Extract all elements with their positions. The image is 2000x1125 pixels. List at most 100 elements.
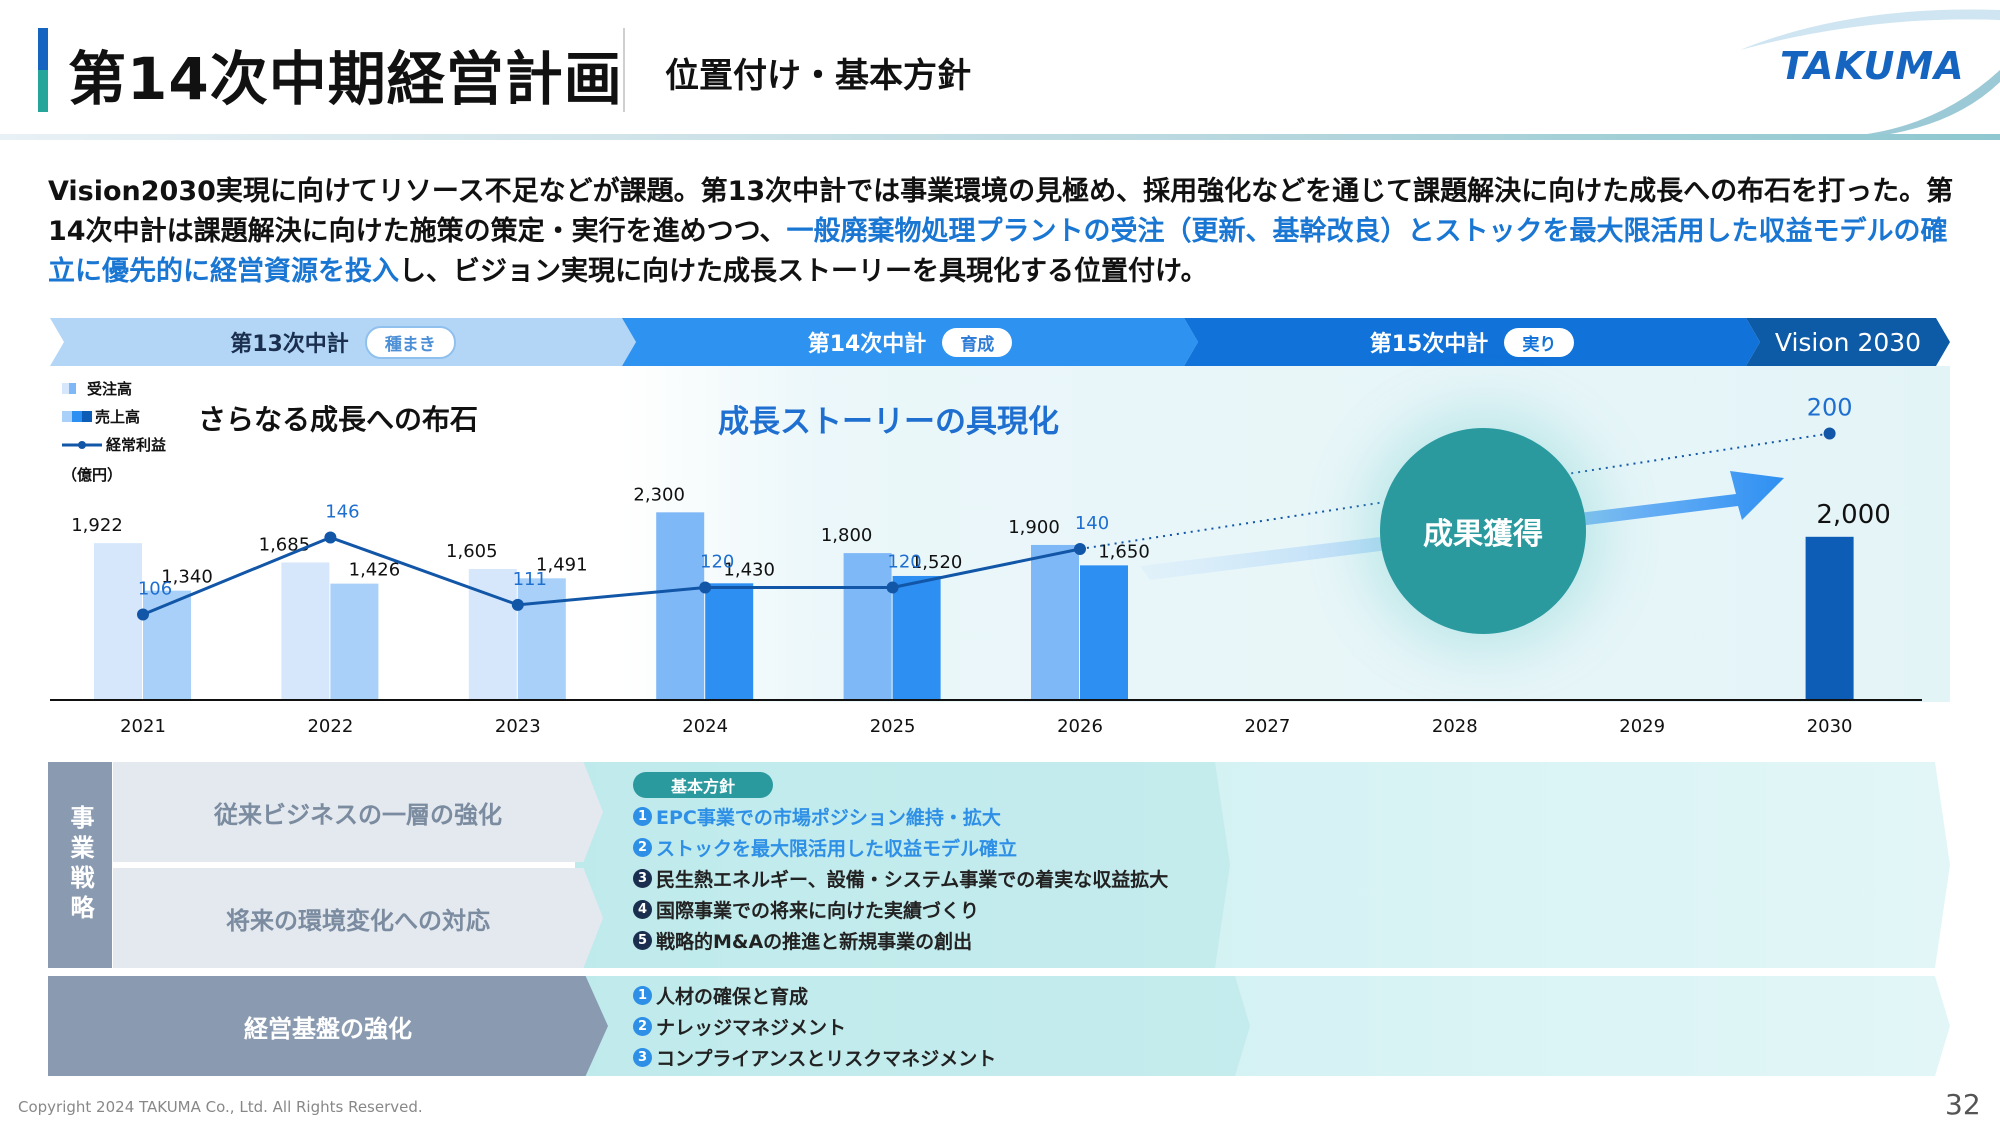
profit-point-2021 [137, 608, 149, 621]
policy-band [575, 762, 1950, 968]
growth-background [622, 366, 1950, 702]
profit-point-2025 [886, 581, 899, 594]
policy-item-5: 5 戦略的M&Aの推進と新規事業の創出 [633, 927, 972, 954]
chart-heading-center: 成長ストーリーの具現化 [718, 404, 1059, 440]
policy-item-3: 3 民生熱エネルギー、設備・システム事業での着実な収益拡大 [633, 865, 1168, 892]
business-strategy-label: 事業戦略 [48, 762, 112, 968]
foundation-band [575, 976, 1950, 1076]
growth-arrow [1140, 471, 1784, 580]
phase-15-tag: 実り [1504, 328, 1574, 357]
profit-point-2030 [1823, 427, 1836, 440]
bar-orders-2025 [843, 553, 892, 700]
x-tick-2030: 2030 [1807, 716, 1853, 737]
phase-vision-label: Vision 2030 [1774, 327, 1922, 357]
foundation-text: 人材の確保と育成 [656, 986, 809, 1008]
lead-text-2: し、ビジョン実現に向けた成長ストーリーを具現化する位置付け。 [399, 256, 1208, 287]
x-tick-2023: 2023 [495, 716, 541, 737]
x-tick-2027: 2027 [1244, 716, 1290, 737]
label-sales-2024: 1,430 [723, 559, 775, 580]
title-accent-bar [38, 28, 48, 112]
phase-13-label: 第13次中計 [230, 332, 349, 357]
title-divider [623, 28, 625, 112]
x-tick-2029: 2029 [1619, 716, 1665, 737]
x-tick-2024: 2024 [682, 716, 728, 737]
strategy-box-2: 将来の環境変化への対応 [113, 868, 603, 968]
legend-sales-label: 売上高 [95, 408, 141, 426]
foundation-text: コンプライアンスとリスクマネジメント [656, 1048, 997, 1070]
policy-text: 戦略的M&Aの推進と新規事業の創出 [656, 931, 973, 953]
label-sales-2025: 1,520 [911, 552, 963, 573]
phase-vision: Vision 2030 [1746, 318, 1950, 366]
label-profit-2023: 111 [513, 569, 547, 590]
policy-number-icon: 1 [633, 807, 652, 826]
policy-number-icon: 3 [633, 869, 652, 888]
label-orders-2023: 1,605 [446, 541, 498, 562]
policy-text: ストックを最大限活用した収益モデル確立 [656, 838, 1018, 860]
logo-swoosh [1740, 9, 2000, 50]
label-sales-2022: 1,426 [349, 560, 401, 581]
lead-paragraph: Vision2030実現に向けてリソース不足などが課題。第13次中計では事業環境… [48, 172, 1968, 292]
legend-profit-label: 経常利益 [106, 436, 167, 454]
page-title: 第14次中期経営計画 [68, 45, 623, 113]
chart-heading-left: さらなる成長への布石 [198, 403, 479, 436]
label-orders-2021: 1,922 [71, 515, 123, 536]
phase-14-tag: 育成 [942, 328, 1012, 357]
label-profit-2021: 106 [138, 578, 172, 599]
legend-sales: 売上高 [62, 406, 140, 427]
bar-sales-2023 [517, 578, 566, 700]
lead-text-1: Vision2030実現に向けてリソース不足などが課題。第13次中計では事業環境… [48, 176, 1954, 247]
phase-14: 第14次中計 育成 [622, 318, 1198, 366]
label-profit-2022: 146 [325, 501, 359, 522]
legend-orders-swatch [62, 383, 76, 394]
business-strategy-text: 事業戦略 [66, 805, 94, 925]
legend-sales-swatch [62, 411, 92, 422]
copyright: Copyright 2024 TAKUMA Co., Ltd. All Righ… [18, 1098, 423, 1116]
performance-chart: 1,922 1,340 1,685 1,426 1,605 1,491 2,300 1,430… [50, 366, 1950, 737]
phase-13: 第13次中計 種まき [50, 318, 636, 366]
lead-highlight: 一般廃棄物処理プラントの受注（更新、基幹改良）とストックを最大限活用した収益モデ… [48, 216, 1948, 287]
label-sales-2023: 1,491 [536, 554, 588, 575]
profit-line [142, 535, 1081, 616]
foundation-item-1: 1 人材の確保と育成 [633, 982, 808, 1009]
strategy-box-1: 従来ビジネスの一層の強化 [113, 762, 603, 862]
profit-point-2023 [511, 598, 524, 611]
x-tick-2022: 2022 [307, 716, 353, 737]
label-sales-2021: 1,340 [161, 567, 213, 588]
bar-sales-2021 [143, 590, 191, 700]
label-profit-2026: 140 [1075, 513, 1109, 534]
company-logo: TAKUMA [1780, 44, 1965, 88]
phase-14-label: 第14次中計 [807, 332, 927, 357]
policy-item-4: 4 国際事業での将来に向けた実績づくり [633, 896, 979, 923]
label-profit-2025: 120 [887, 552, 921, 573]
header-divider [0, 134, 2000, 140]
chart-unit: （億円） [62, 466, 123, 484]
policy-item-1: 1 EPC事業での市場ポジション維持・拡大 [633, 803, 1001, 830]
phase-15-label: 第15次中計 [1369, 332, 1489, 357]
legend-orders-label: 受注高 [87, 380, 133, 398]
bar-orders-2024 [656, 512, 705, 700]
bar-sales-2025 [892, 575, 941, 700]
phase-13-tag: 種まき [365, 326, 456, 359]
results-circle: 成果獲得 [1380, 428, 1586, 634]
legend-profit: 経常利益 [62, 434, 166, 455]
label-sales-2026: 1,650 [1098, 541, 1150, 562]
x-tick-2025: 2025 [870, 716, 916, 737]
policy-number-icon: 5 [633, 931, 652, 950]
label-orders-2025: 1,800 [821, 525, 873, 546]
label-orders-2026: 1,900 [1008, 517, 1060, 538]
bar-sales-2024 [705, 583, 754, 700]
foundation-text: ナレッジマネジメント [656, 1017, 847, 1039]
policy-text: 民生熱エネルギー、設備・システム事業での着実な収益拡大 [656, 869, 1169, 891]
label-profit-2030: 200 [1807, 394, 1853, 422]
policy-number-icon: 2 [633, 838, 652, 857]
bar-sales-2030 [1805, 536, 1854, 700]
policy-item-2: 2 ストックを最大限活用した収益モデル確立 [633, 834, 1017, 861]
foundation-item-2: 2 ナレッジマネジメント [633, 1013, 846, 1040]
foundation-number-icon: 1 [633, 986, 652, 1005]
bar-orders-2026 [1031, 544, 1079, 700]
page-number: 32 [1945, 1088, 1981, 1121]
foundation-label: 経営基盤の強化 [48, 976, 608, 1076]
x-tick-2026: 2026 [1057, 716, 1103, 737]
label-sales-2030: 2,000 [1816, 500, 1890, 530]
bar-sales-2026 [1080, 565, 1128, 700]
